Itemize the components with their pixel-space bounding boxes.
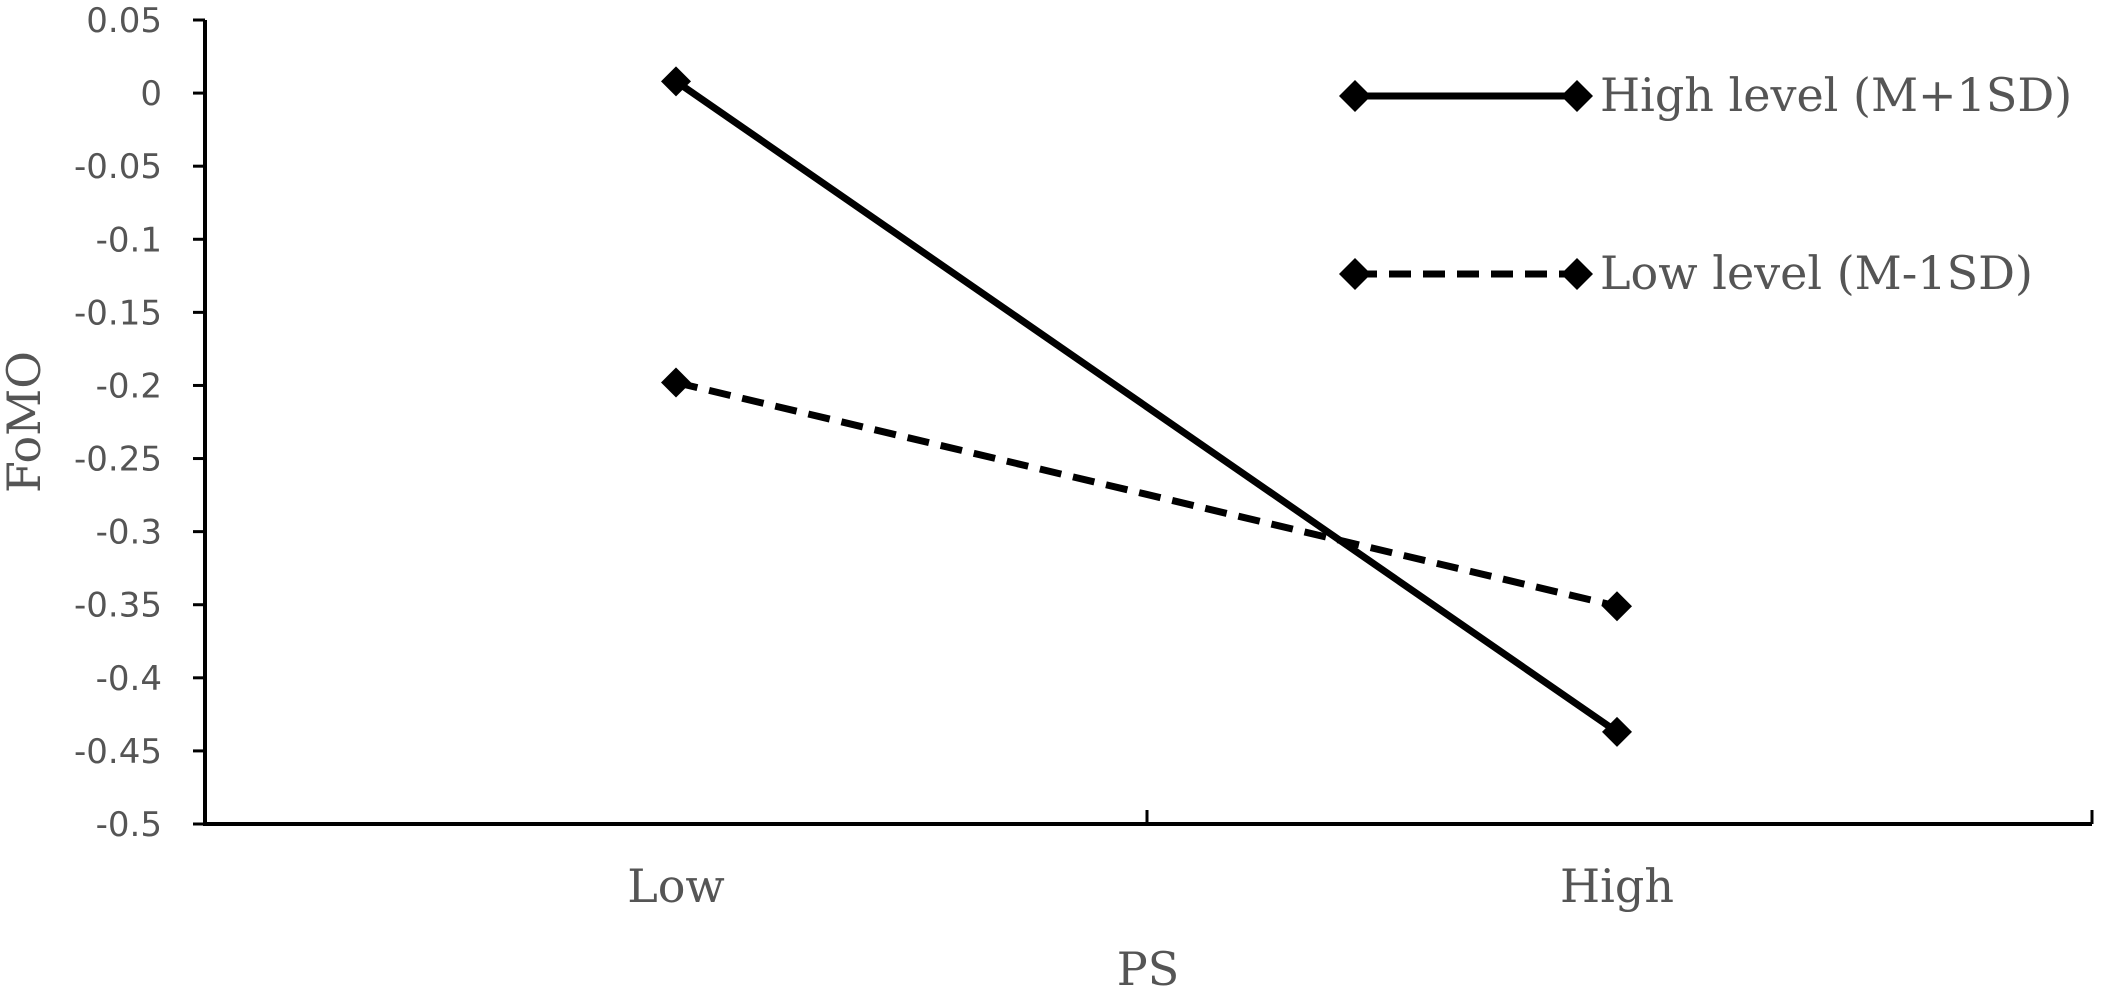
data-point-marker	[1602, 716, 1632, 747]
y-tick-label: 0	[140, 74, 162, 114]
series-high-level	[661, 66, 1632, 747]
y-tick-label: -0.4	[96, 659, 162, 699]
y-tick-label: -0.3	[96, 513, 162, 553]
data-point-marker	[1602, 591, 1632, 622]
legend-label: Low level (M-1SD)	[1600, 246, 2033, 300]
x-axis-title: PS	[1117, 942, 1179, 996]
legend-marker	[1561, 80, 1593, 112]
legend-label: High level (M+1SD)	[1600, 68, 2072, 122]
y-axis-title: FoMO	[0, 351, 51, 493]
legend-marker	[1561, 258, 1593, 290]
legend-item: Low level (M-1SD)	[1339, 246, 2033, 300]
y-tick-label: -0.2	[96, 366, 162, 406]
y-tick-label: -0.15	[74, 293, 162, 333]
series-low-level	[661, 367, 1632, 622]
y-tick-label: -0.35	[74, 586, 162, 626]
series-line	[674, 78, 1619, 735]
y-tick-label: -0.5	[96, 805, 162, 845]
data-point-marker	[661, 367, 691, 398]
legend-marker	[1339, 258, 1371, 290]
y-tick-label: -0.25	[74, 440, 162, 480]
y-tick-label: -0.05	[74, 147, 162, 187]
x-category-label: Low	[627, 859, 725, 913]
legend: High level (M+1SD) Low level (M-1SD)	[1339, 68, 2072, 300]
legend-item: High level (M+1SD)	[1339, 68, 2072, 122]
x-category-label: High	[1560, 859, 1674, 913]
data-point-marker	[661, 66, 691, 97]
legend-marker	[1339, 80, 1371, 112]
series-line	[675, 379, 1618, 610]
y-tick-label: 0.05	[86, 1, 162, 41]
series-group	[661, 66, 1632, 747]
y-tick-label: -0.45	[74, 732, 162, 772]
y-tick-label: -0.1	[96, 220, 162, 260]
